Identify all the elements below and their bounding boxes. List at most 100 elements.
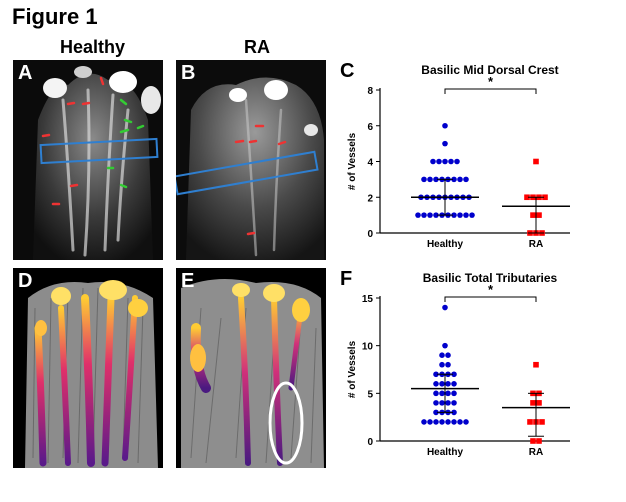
panel-b-ra-nir-image: B [176, 60, 326, 260]
data-point-healthy [427, 212, 433, 218]
data-point-healthy [433, 212, 439, 218]
data-point-healthy [433, 400, 439, 406]
data-point-healthy [445, 419, 451, 425]
chart-title: Basilic Total Tributaries [423, 271, 558, 285]
data-point-healthy [463, 212, 469, 218]
data-point-healthy [421, 419, 427, 425]
data-point-healthy [469, 212, 475, 218]
data-point-healthy [442, 122, 448, 129]
data-point-healthy [442, 304, 448, 311]
data-point-healthy [439, 381, 445, 387]
chart-basilic-total-tributaries: Basilic Total Tributaries 0 5 10 15 # of Vess… [347, 271, 570, 458]
data-point-healthy [421, 176, 427, 183]
y-tick-label: 0 [367, 229, 373, 240]
data-point-healthy [463, 176, 469, 183]
x-category-label: RA [529, 447, 543, 458]
panel-letter-c: C [340, 60, 355, 82]
x-category-label: RA [529, 239, 543, 250]
column-label-healthy: Healthy [60, 37, 126, 57]
significance-marker: * [488, 282, 494, 297]
data-point-healthy [457, 176, 463, 183]
data-point-healthy [439, 419, 445, 425]
healthy-heat-map [13, 268, 163, 468]
data-point-healthy [442, 342, 448, 349]
data-point-healthy [439, 390, 445, 397]
data-point-healthy [445, 381, 451, 387]
data-point-healthy [451, 176, 457, 183]
data-point-healthy [445, 352, 451, 358]
ra-grayscale-hand [176, 60, 326, 260]
y-tick-label: 0 [367, 437, 373, 448]
data-point-healthy [433, 371, 439, 378]
data-point-healthy [427, 176, 433, 183]
data-point-healthy [445, 390, 451, 397]
roi-box [176, 150, 319, 196]
ra-heat-map [176, 268, 326, 468]
y-tick-label: 15 [362, 294, 374, 305]
data-point-healthy [451, 409, 457, 416]
data-point-ra [542, 194, 548, 201]
panel-letter-d: D [18, 270, 33, 292]
data-point-healthy [439, 400, 445, 406]
significance-bracket [444, 88, 537, 94]
data-point-healthy [436, 158, 442, 165]
data-point-healthy [442, 140, 448, 147]
data-point-healthy [454, 158, 460, 165]
data-point-healthy [451, 371, 457, 378]
data-point-healthy [457, 419, 463, 425]
region-highlight-ellipse [268, 381, 304, 465]
panel-e-ra-vessel-map: E [176, 268, 326, 468]
y-tick-label: 2 [367, 193, 373, 204]
data-point-healthy [442, 158, 448, 165]
panel-letter-b: B [181, 62, 196, 84]
data-point-healthy [451, 390, 457, 397]
chart-title: Basilic Mid Dorsal Crest [421, 63, 558, 77]
data-point-healthy [451, 419, 457, 425]
roi-box [39, 137, 159, 165]
panel-letter-a: A [18, 62, 33, 84]
data-point-ra [539, 419, 545, 425]
data-point-healthy [433, 381, 439, 387]
y-axis-label: # of Vessels [347, 340, 358, 398]
data-point-ra [536, 438, 542, 444]
panel-letter-e: E [181, 270, 195, 292]
y-tick-label: 4 [367, 158, 373, 169]
healthy-grayscale-hand [13, 60, 163, 260]
data-point-ra [536, 400, 542, 406]
significance-marker: * [488, 74, 494, 89]
figure-title: Figure 1 [12, 4, 98, 29]
data-point-healthy [448, 158, 454, 165]
y-tick-label: 6 [367, 122, 373, 133]
data-point-healthy [433, 176, 439, 183]
data-point-healthy [451, 400, 457, 406]
y-axis-label: # of Vessels [347, 132, 358, 190]
x-category-label: Healthy [427, 447, 464, 458]
data-point-ra [530, 400, 536, 406]
data-point-healthy [457, 212, 463, 218]
data-point-ra [533, 361, 539, 368]
y-tick-label: 8 [367, 86, 373, 97]
data-point-healthy [433, 419, 439, 425]
data-point-healthy [445, 361, 451, 368]
data-point-healthy [463, 419, 469, 425]
data-point-healthy [427, 419, 433, 425]
data-point-healthy [430, 158, 436, 165]
x-category-label: Healthy [427, 239, 464, 250]
panel-d-healthy-vessel-map: D [13, 268, 163, 468]
data-point-healthy [439, 352, 445, 358]
y-tick-label: 5 [367, 389, 373, 400]
data-point-healthy [439, 361, 445, 368]
significance-bracket [444, 296, 537, 302]
data-point-ra [530, 212, 536, 218]
data-point-healthy [433, 390, 439, 397]
y-tick-label: 10 [362, 342, 374, 353]
data-point-ra [536, 212, 542, 218]
panel-a-healthy-nir-image: A [13, 60, 163, 260]
data-point-healthy [415, 212, 421, 218]
data-point-ra [530, 438, 536, 444]
data-point-healthy [451, 381, 457, 387]
panel-letter-f: F [340, 268, 353, 290]
column-label-ra: RA [244, 37, 270, 57]
data-point-healthy [445, 400, 451, 406]
